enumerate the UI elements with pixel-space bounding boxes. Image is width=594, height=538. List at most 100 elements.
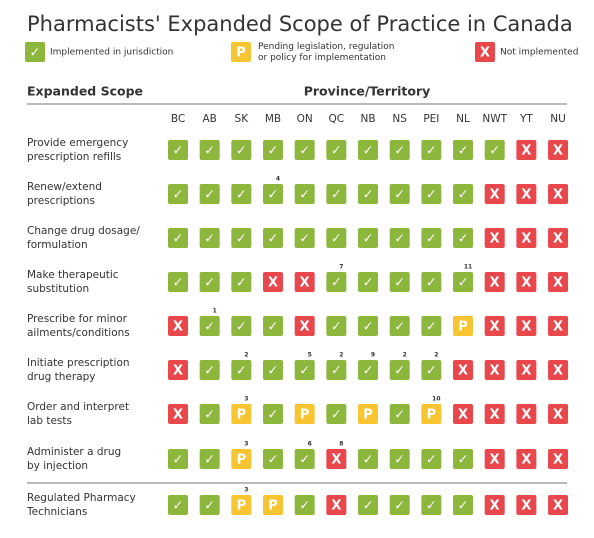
status-cell-symbol: ✓ [204,320,215,335]
status-cell-symbol: ✓ [363,276,374,291]
status-cell-symbol: X [490,453,500,468]
footnote: 3 [244,396,248,403]
status-cell [484,449,505,469]
status-cell [326,404,347,424]
footnote: 7 [339,264,343,271]
status-cell [231,495,252,515]
row-label: Order and interpret [27,401,129,413]
row-label: by injection [27,460,88,472]
legend-icon-symbol: P [236,46,246,61]
status-cell [484,272,505,292]
footnote: 4 [276,176,280,183]
province-header: BC [171,113,185,125]
status-cell [199,140,220,160]
status-cell [294,404,315,424]
status-cell-symbol: ✓ [331,408,342,423]
status-cell-symbol: X [458,364,468,379]
status-cell-symbol: X [521,408,531,423]
status-cell [231,184,252,204]
status-cell-symbol: X [331,499,341,514]
status-cell-symbol: ✓ [299,144,310,159]
status-cell-symbol: X [521,453,531,468]
status-cell [389,140,410,160]
status-cell-symbol: X [300,320,310,335]
province-header: NWT [482,113,507,125]
legend-label: Not implemented [500,48,578,58]
row-label: ailments/conditions [27,327,130,339]
status-cell [516,316,537,336]
status-cell-symbol: ✓ [173,453,184,468]
status-cell-symbol: ✓ [236,232,247,247]
status-cell [548,360,569,380]
status-cell-symbol: X [553,453,563,468]
status-cell [358,140,379,160]
status-cell [453,360,474,380]
row-label: Technicians [26,506,87,518]
row-label: prescription refills [27,151,121,163]
status-cell-symbol: ✓ [363,499,374,514]
status-cell-symbol: X [490,276,500,291]
legend-icon [231,42,251,62]
status-cell [484,404,505,424]
legend-icon [25,42,45,62]
footnote: 8 [339,441,343,448]
status-cell-symbol: ✓ [426,144,437,159]
status-cell-symbol: X [553,499,563,514]
status-cell [294,495,315,515]
status-cell-symbol: ✓ [394,144,405,159]
status-cell [484,316,505,336]
status-cell-symbol: ✓ [394,499,405,514]
status-cell-symbol: ✓ [394,364,405,379]
status-cell-symbol: ✓ [173,144,184,159]
status-cell [516,495,537,515]
status-cell-symbol: ✓ [204,499,215,514]
status-cell-symbol: ✓ [458,232,469,247]
status-cell-symbol: ✓ [204,144,215,159]
status-cell [453,495,474,515]
status-cell-symbol: X [490,364,500,379]
province-header: AB [202,113,216,125]
province-header: ON [297,113,313,125]
status-cell [168,228,188,248]
footnote: 9 [371,352,375,359]
status-cell [358,228,379,248]
status-cell [516,404,537,424]
status-cell-symbol: P [458,320,468,335]
status-cell [263,272,284,292]
status-cell [263,140,284,160]
status-cell [294,272,315,292]
status-cell-symbol: ✓ [268,364,279,379]
status-cell-symbol: P [237,453,247,468]
status-cell-symbol: ✓ [394,232,405,247]
footnote: 2 [244,352,248,359]
status-cell [421,140,442,160]
status-cell [168,184,188,204]
footnote: 2 [403,352,407,359]
status-cell-symbol: ✓ [458,276,469,291]
status-cell-symbol: ✓ [173,188,184,203]
status-cell [421,316,442,336]
status-cell-symbol: ✓ [363,453,374,468]
status-cell [484,360,505,380]
status-cell [263,404,284,424]
status-cell [421,184,442,204]
province-header: MB [265,113,281,125]
status-cell [199,404,220,424]
status-cell-symbol: ✓ [426,276,437,291]
title: Pharmacists' Expanded Scope of Practice … [27,12,573,36]
status-cell-symbol: X [173,364,183,379]
status-cell [199,184,220,204]
status-cell-symbol: X [553,276,563,291]
status-cell [263,228,284,248]
status-cell-symbol: ✓ [204,232,215,247]
status-cell [516,184,537,204]
status-cell [326,316,347,336]
footnote: 3 [244,487,248,494]
status-cell-symbol: X [521,188,531,203]
status-cell-symbol: X [490,188,500,203]
status-cell [421,228,442,248]
province-header: NU [550,113,566,125]
status-cell-symbol: X [490,408,500,423]
status-cell-symbol: X [268,276,278,291]
status-cell [548,272,569,292]
